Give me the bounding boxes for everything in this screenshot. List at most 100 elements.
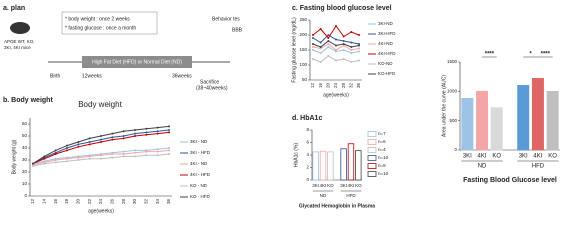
legend-swatch [367,139,377,145]
bar [355,150,362,181]
point [122,130,125,133]
point [156,132,159,135]
point [122,135,125,137]
legend-label: 4KI - ND [190,161,208,166]
point [122,137,125,140]
point [319,28,322,30]
y-tick-label: 6 [306,140,309,145]
point [122,150,125,153]
point [156,150,159,153]
x-tick-label: 3KI [463,154,472,160]
point [134,149,136,152]
y-tick-label: 0 [24,193,27,198]
point [319,52,322,54]
y-tick-label: 60 [22,121,28,126]
legend-label: n=8 [378,163,386,168]
point [156,148,159,151]
y-axis-label: HbA1c (%) [293,143,299,168]
point [88,137,91,140]
point [100,157,102,160]
point [168,129,170,131]
bar [461,97,474,151]
sig-label: * [529,52,532,58]
point [342,58,345,60]
sig-label: **** [485,52,495,58]
legend-label: 3KI - HFD [190,150,211,155]
legend-label: n=6 [378,139,386,144]
legend-swatch [367,131,377,137]
point [100,135,102,137]
legend-label: 3KI-HFD [378,31,396,36]
point [111,153,114,155]
x-tick-label: 28 [121,199,126,205]
x-tick-label: 32 [349,83,354,89]
x-axis-label: Fasting Blood Glucose level [463,177,557,184]
note-box [61,11,158,35]
diet-bar [82,56,192,68]
point [66,149,68,152]
legend-label: KO-ND [378,61,393,66]
point [134,132,136,135]
y-tick-label: 20 [22,169,28,174]
legend-label: n=7 [378,131,386,136]
legend-label: 4KI - HFD [190,172,211,177]
y-tick-label: 10 [22,181,28,186]
point [111,136,114,139]
panel-label: b. Body weight [3,97,53,104]
x-tick-label: 12 [30,199,35,205]
point [168,125,170,128]
y-tick-label: 1500 [447,59,458,64]
y-axis-label: Body weight (g) [11,139,17,174]
x-tick-label: 4KI [348,183,355,188]
x-tick-label: 4KI [478,154,487,160]
point [358,43,360,45]
y-tick-label: 30 [22,157,28,162]
x-axis-label: age(weeks) [323,92,349,98]
point [335,44,337,47]
x-tick-label: 34 [155,199,160,205]
x-tick-label: 3KI [519,154,528,160]
point [134,129,136,131]
point [350,31,353,33]
x-tick-label: 20 [76,199,81,205]
point [312,49,314,51]
y-tick-label: 0 [454,147,457,152]
point [88,155,91,158]
legend-label: KO - ND [190,183,208,188]
point [319,41,322,44]
legend-swatch [367,155,377,161]
x-tick-label: 20 [326,83,331,89]
point [350,49,353,51]
bar [340,148,347,181]
mice-text: APOE WT, KO, [4,39,35,44]
x-tick-label: 16 [318,83,323,89]
point [43,162,46,165]
point [335,49,337,51]
point [168,147,170,149]
x-axis-label: Glycated Hemoglobin in Plasma [299,203,375,209]
point [134,135,136,137]
point [66,160,68,163]
y-tick-label: 1000 [447,89,458,94]
x-tick-label: 16 [53,199,58,205]
point [342,49,345,51]
x-tick-label: KO [327,183,334,188]
sacrifice: Sacrifice [200,79,219,85]
point [54,161,57,164]
x-tick-label: 3KI [312,183,319,188]
point [342,35,345,38]
x-axis-label: age(weeks) [88,208,114,214]
point [335,25,337,27]
x-tick-label: 4KI [533,154,542,160]
legend-label: KO - HFD [190,194,210,199]
point [32,162,34,165]
point [54,149,57,152]
bbb: BBB [232,27,243,33]
legend-label: 3KI-ND [378,21,394,26]
point [327,40,330,42]
sig-label: **** [541,52,551,58]
point [350,52,353,54]
x-tick-label: KO [548,154,557,160]
y-axis-label: Area under the curve (AUC) [441,75,447,137]
bar [476,90,489,151]
